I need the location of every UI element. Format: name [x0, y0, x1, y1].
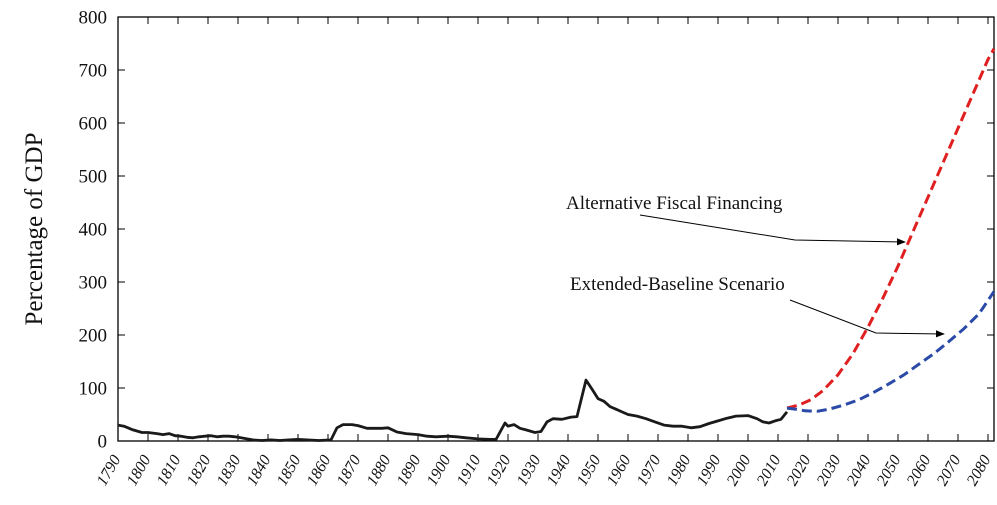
x-tick-label: 1870 [334, 453, 365, 489]
x-tick-label: 1940 [544, 453, 575, 489]
annotation-arrow [789, 299, 945, 338]
x-tick-label: 1880 [364, 453, 395, 489]
x-tick-label: 1930 [514, 453, 545, 489]
x-tick-label: 1860 [304, 453, 335, 489]
x-tick-label: 1840 [244, 453, 275, 489]
y-tick-label: 0 [98, 432, 108, 453]
x-tick-label: 1890 [394, 453, 425, 489]
x-tick-label: 2020 [784, 453, 815, 489]
y-axis-label: Percentage of GDP [21, 133, 48, 326]
x-tick-label: 1850 [274, 453, 305, 489]
x-tick-label: 2070 [934, 453, 965, 489]
y-tick-label: 600 [79, 114, 108, 135]
x-tick-label: 1830 [214, 453, 245, 489]
x-tick-label: 1990 [694, 453, 725, 489]
series-group [117, 48, 996, 442]
x-tick-label: 2030 [814, 453, 845, 489]
y-tick-label: 400 [79, 220, 108, 241]
y-tick-label: 500 [79, 167, 108, 188]
x-tick-label: 1790 [94, 453, 125, 489]
plot-frame [117, 16, 995, 442]
x-tick-label: 2010 [754, 453, 785, 489]
series-line-historical [117, 378, 789, 442]
x-tick-label: 1980 [664, 453, 695, 489]
x-tick-label: 1950 [574, 453, 605, 489]
x-tick-label: 1810 [154, 453, 185, 489]
annotation-arrow [639, 214, 906, 246]
y-tick-label: 700 [79, 61, 108, 82]
x-tick-label: 2040 [844, 453, 875, 489]
series-line-extended-baseline-scenario [786, 290, 996, 413]
annotations: Alternative Fiscal Financing Extended-Bas… [566, 193, 945, 338]
x-tick-label: 1920 [484, 453, 515, 489]
x-tick-label: 2000 [724, 453, 755, 489]
x-tick-label: 2050 [874, 453, 905, 489]
plot-area-border [117, 16, 995, 442]
x-tick-label: 1820 [184, 453, 215, 489]
y-tick-label: 200 [79, 326, 108, 347]
x-tick-label: 1800 [124, 453, 155, 489]
series-line-alternative-fiscal-financing [786, 48, 996, 410]
x-tick-label: 2080 [964, 453, 995, 489]
y-tick-label: 100 [79, 379, 108, 400]
y-tick-label: 800 [79, 8, 108, 29]
y-tick-label: 300 [79, 273, 108, 294]
annotation-label-alternative-fiscal-financing: Alternative Fiscal Financing [566, 193, 783, 214]
x-axis: 1790 1800 1810 1820 1830 1840 1850 1860 1870 1880… [94, 17, 995, 489]
y-axis: 0 100 200 300 400 500 600 700 800 [79, 8, 994, 453]
x-tick-label: 2060 [904, 453, 935, 489]
x-tick-label: 1960 [604, 453, 635, 489]
x-tick-label: 1910 [454, 453, 485, 489]
x-tick-label: 1970 [634, 453, 665, 489]
x-tick-label: 1900 [424, 453, 455, 489]
annotation-label-extended-baseline-scenario: Extended-Baseline Scenario [570, 274, 785, 295]
